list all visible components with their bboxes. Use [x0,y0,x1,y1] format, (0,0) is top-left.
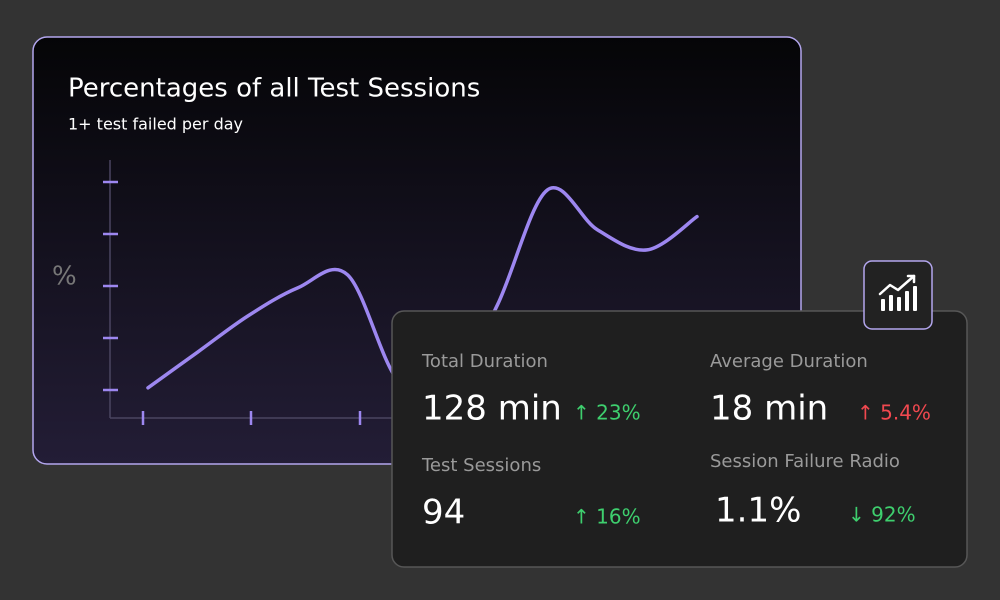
chart-icon-button[interactable] [863,260,933,330]
stat-change: ↓ 92% [848,503,916,527]
chart-subtitle: 1+ test failed per day [68,115,243,134]
stat-label: Test Sessions [421,455,541,476]
chart-title: Percentages of all Test Sessions [68,74,480,104]
icon-box[interactable] [863,260,933,330]
stat-label: Total Duration [421,351,548,372]
stat-value: 18 min [710,389,828,429]
icon-trend [878,274,916,296]
stat-value: 128 min [422,389,562,429]
stat-change: ↑ 5.4% [857,401,931,425]
icon [881,286,917,311]
stat-change: ↑ 16% [573,505,641,529]
stats-card [391,310,968,568]
icon-arrow [906,274,916,284]
stat-value: 1.1% [715,491,801,531]
stat-label: Average Duration [710,351,868,372]
y-axis-label: % [52,262,77,292]
stat-value: 94 [422,493,465,533]
stat-label: Session Failure Radio [710,451,900,472]
stats: Total Duration 128 min ↑ 23% Average Durati… [421,351,931,533]
stat-change: ↑ 23% [573,401,641,425]
